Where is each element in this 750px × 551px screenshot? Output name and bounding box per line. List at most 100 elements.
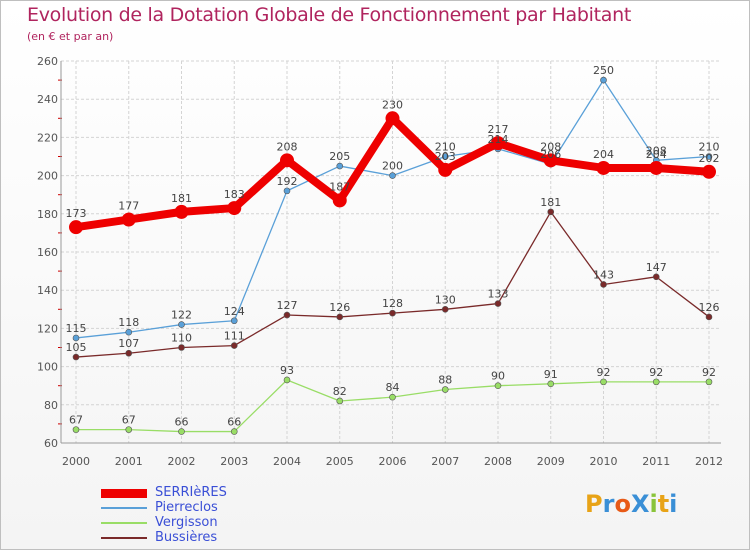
data-label-bussieres: 128 bbox=[382, 297, 403, 310]
data-label-vergisson: 84 bbox=[386, 381, 400, 394]
y-tick-label: 140 bbox=[37, 284, 58, 297]
data-label-pierreclos: 205 bbox=[329, 150, 350, 163]
x-tick-label: 2002 bbox=[168, 455, 196, 468]
data-point-vergisson bbox=[389, 393, 396, 401]
y-tick-label: 120 bbox=[37, 322, 58, 335]
data-point-bussieres bbox=[441, 305, 449, 313]
data-point-vergisson bbox=[547, 380, 555, 388]
legend-label-bussieres: Bussières bbox=[155, 530, 218, 545]
y-tick-label: 60 bbox=[44, 437, 58, 450]
logo-letter: i bbox=[669, 490, 678, 518]
data-point-vergisson bbox=[652, 378, 660, 386]
data-label-vergisson: 67 bbox=[122, 414, 136, 427]
data-point-pierreclos bbox=[283, 187, 291, 195]
y-tick-label: 160 bbox=[37, 246, 58, 259]
data-point-pierreclos bbox=[178, 321, 185, 328]
x-tick-label: 2004 bbox=[273, 455, 301, 468]
data-label-serrieres: 187 bbox=[329, 180, 350, 193]
data-label-pierreclos: 250 bbox=[593, 64, 614, 77]
logo-letter: P bbox=[585, 490, 603, 518]
data-point-bussieres bbox=[125, 349, 133, 357]
data-label-serrieres: 217 bbox=[488, 123, 509, 136]
data-point-vergisson bbox=[336, 397, 344, 405]
data-point-bussieres bbox=[494, 300, 502, 307]
y-tick-label: 240 bbox=[37, 93, 58, 106]
data-point-pierreclos bbox=[125, 328, 133, 336]
data-label-serrieres: 204 bbox=[593, 148, 614, 161]
data-label-bussieres: 107 bbox=[118, 337, 139, 350]
data-point-serrieres bbox=[543, 153, 558, 168]
x-tick-label: 2008 bbox=[484, 455, 512, 468]
data-label-serrieres: 208 bbox=[277, 140, 298, 153]
data-point-bussieres bbox=[72, 353, 80, 361]
data-point-serrieres bbox=[280, 153, 294, 168]
data-label-vergisson: 90 bbox=[491, 370, 505, 383]
data-label-serrieres: 208 bbox=[540, 140, 561, 153]
data-label-vergisson: 92 bbox=[649, 366, 663, 379]
data-label-bussieres: 143 bbox=[593, 268, 614, 281]
data-label-serrieres: 181 bbox=[171, 192, 192, 205]
data-point-serrieres bbox=[702, 164, 716, 179]
data-label-serrieres: 173 bbox=[66, 207, 87, 220]
data-point-pierreclos bbox=[336, 162, 344, 170]
data-label-pierreclos: 115 bbox=[66, 322, 87, 335]
data-label-bussieres: 105 bbox=[66, 341, 87, 354]
data-label-pierreclos: 214 bbox=[488, 133, 509, 146]
data-point-serrieres bbox=[227, 201, 242, 216]
data-label-pierreclos: 122 bbox=[171, 309, 192, 322]
legend-item-serrieres: SERRIèRES bbox=[101, 485, 301, 501]
data-point-serrieres bbox=[649, 160, 664, 175]
data-point-bussieres bbox=[336, 313, 344, 321]
legend-swatch-bussieres bbox=[101, 537, 147, 539]
data-label-vergisson: 92 bbox=[702, 366, 716, 379]
chart-subtitle: (en € et par an) bbox=[27, 30, 114, 43]
data-point-vergisson bbox=[72, 426, 80, 433]
data-label-bussieres: 133 bbox=[488, 288, 509, 301]
data-point-serrieres bbox=[69, 220, 83, 235]
data-label-vergisson: 93 bbox=[280, 364, 294, 377]
legend-item-bussieres: Bussières bbox=[101, 530, 301, 546]
data-point-vergisson bbox=[441, 386, 449, 393]
logo-letter: X bbox=[630, 490, 650, 518]
data-label-vergisson: 66 bbox=[175, 416, 189, 429]
data-point-vergisson bbox=[600, 378, 607, 386]
legend-swatch-serrieres bbox=[101, 489, 147, 498]
data-point-serrieres bbox=[491, 136, 505, 151]
data-label-bussieres: 111 bbox=[224, 330, 245, 343]
data-label-vergisson: 92 bbox=[597, 366, 611, 379]
data-label-pierreclos: 208 bbox=[646, 144, 667, 157]
data-label-pierreclos: 124 bbox=[224, 305, 245, 318]
y-tick-label: 180 bbox=[37, 208, 58, 221]
data-point-serrieres bbox=[121, 212, 136, 227]
data-label-pierreclos: 206 bbox=[540, 148, 561, 161]
data-point-vergisson bbox=[705, 378, 713, 386]
data-point-bussieres bbox=[230, 342, 238, 349]
data-point-pierreclos bbox=[72, 334, 80, 342]
data-label-serrieres: 230 bbox=[382, 98, 403, 111]
y-tick-label: 220 bbox=[37, 131, 58, 144]
x-tick-label: 2005 bbox=[326, 455, 354, 468]
data-point-bussieres bbox=[705, 313, 713, 321]
data-point-serrieres bbox=[438, 162, 453, 177]
grid bbox=[61, 60, 721, 444]
legend-swatch-pierreclos bbox=[101, 507, 147, 509]
data-label-pierreclos: 118 bbox=[118, 316, 139, 329]
y-tick-label: 80 bbox=[44, 399, 58, 412]
x-tick-label: 2001 bbox=[115, 455, 143, 468]
data-label-bussieres: 126 bbox=[329, 301, 350, 314]
data-point-bussieres bbox=[389, 309, 396, 317]
y-tick-label: 100 bbox=[37, 361, 58, 374]
legend-label-pierreclos: Pierreclos bbox=[155, 500, 218, 515]
data-label-pierreclos: 210 bbox=[699, 141, 720, 154]
x-tick-label: 2007 bbox=[431, 455, 459, 468]
data-point-bussieres bbox=[600, 281, 607, 288]
x-tick-label: 2009 bbox=[537, 455, 565, 468]
data-point-vergisson bbox=[178, 428, 185, 435]
data-point-bussieres bbox=[178, 344, 185, 351]
data-label-bussieres: 127 bbox=[277, 299, 298, 312]
logo-letter: t bbox=[657, 490, 670, 518]
legend-item-vergisson: Vergisson bbox=[101, 515, 301, 531]
